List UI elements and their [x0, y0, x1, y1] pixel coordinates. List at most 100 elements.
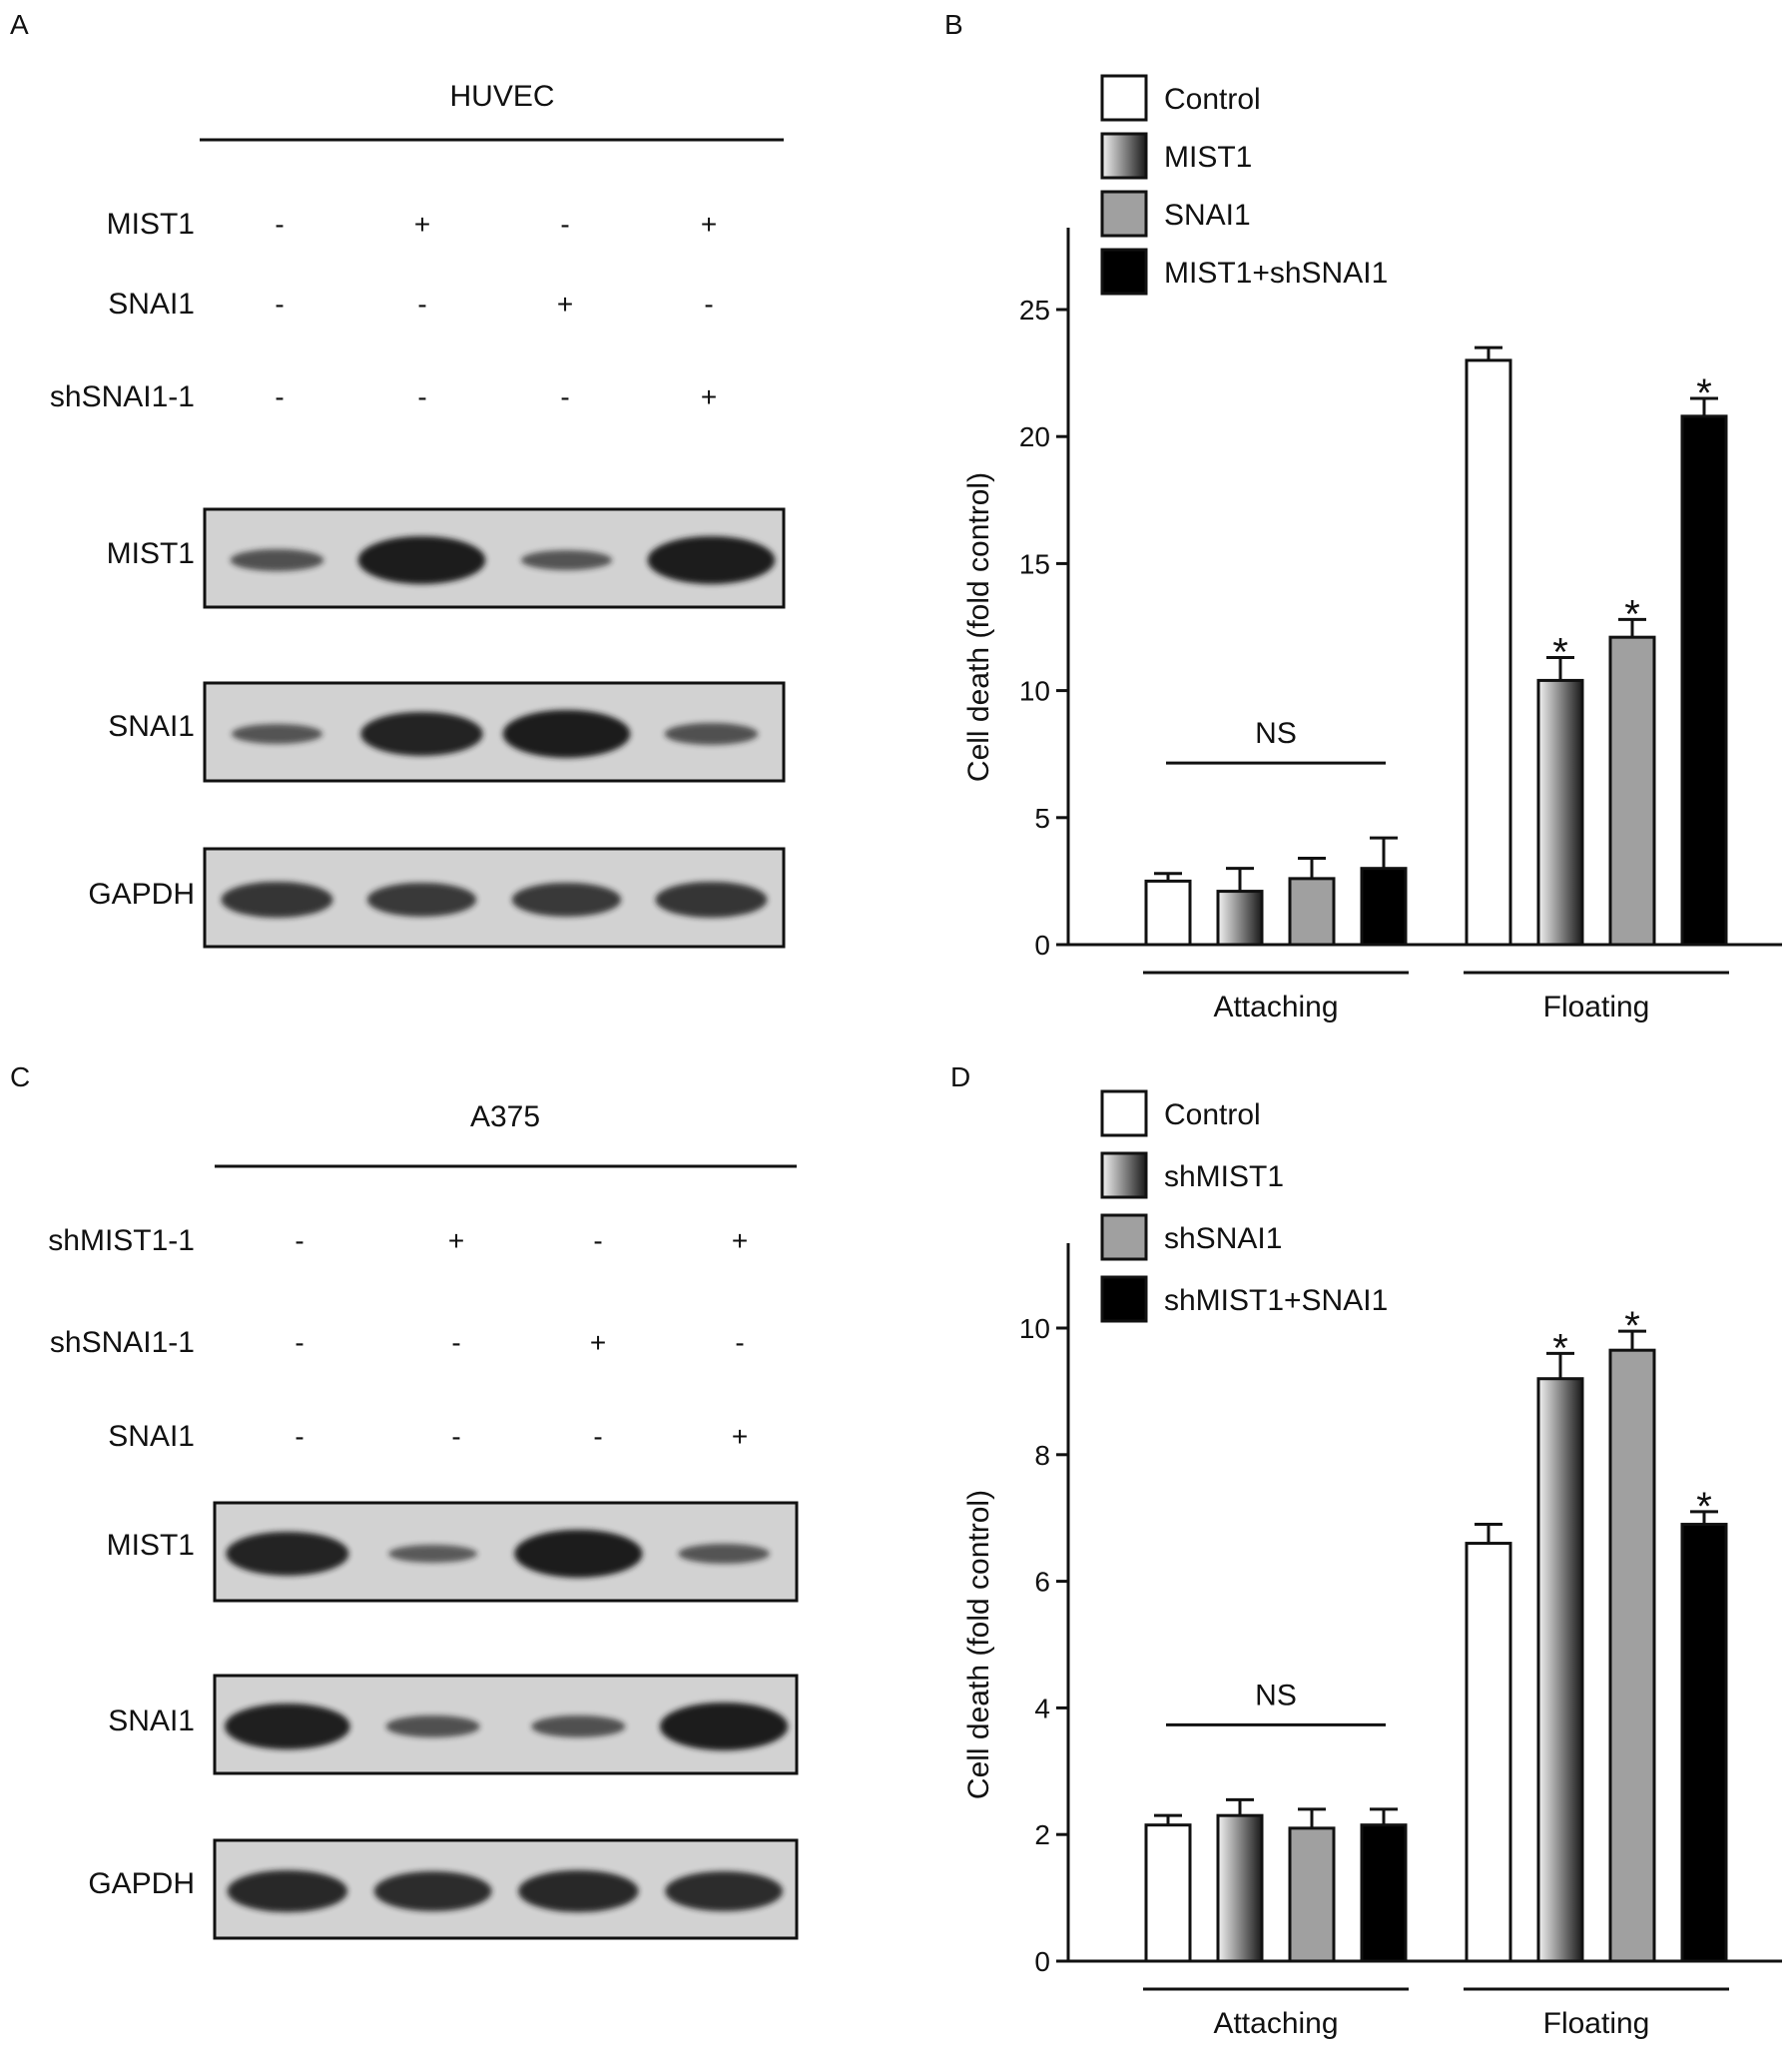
significance-star: * [1696, 371, 1712, 415]
panel-letter-b: B [944, 9, 963, 40]
bar [1465, 1542, 1512, 1963]
y-tick-label: 6 [1034, 1567, 1050, 1598]
blot-band [502, 709, 631, 758]
bar [1216, 890, 1264, 947]
x-category-label: Floating [1543, 991, 1650, 1024]
bar [1144, 1823, 1192, 1963]
bar [1465, 358, 1512, 947]
cell-line-title: HUVEC [449, 80, 554, 113]
blot-band [357, 535, 486, 584]
panel-letter-c: C [10, 1061, 30, 1092]
legend-label: shMIST1 [1164, 1160, 1284, 1193]
y-tick-label: 20 [1019, 421, 1050, 452]
bar [1608, 1348, 1656, 1963]
significance-star: * [1552, 1326, 1568, 1370]
blot-band [659, 1702, 789, 1750]
blot-band [665, 1870, 784, 1911]
condition-label: SNAI1 [108, 1420, 195, 1453]
x-category-label: Attaching [1213, 2007, 1338, 2040]
condition-label: shMIST1-1 [48, 1224, 195, 1257]
condition-sign: - [295, 1421, 303, 1452]
bar [1288, 1826, 1336, 1963]
condition-sign: - [275, 381, 284, 412]
condition-sign: - [560, 209, 569, 240]
legend-swatch [1100, 1151, 1148, 1199]
condition-sign: + [448, 1225, 464, 1256]
blot-band [388, 1544, 478, 1563]
condition-sign: - [295, 1327, 303, 1358]
condition-sign: - [417, 289, 426, 320]
legend-label: SNAI1 [1164, 199, 1251, 232]
legend-label: shMIST1+SNAI1 [1164, 1284, 1388, 1317]
panel-c-western-blot: C A375 shMIST1-1 - + - + shSNAI1-1 - - +… [10, 1061, 799, 1940]
legend-swatch [1100, 1089, 1148, 1137]
blot-band [514, 1529, 643, 1578]
condition-sign: - [275, 289, 284, 320]
condition-sign: - [704, 289, 713, 320]
blot-strip [203, 507, 786, 609]
condition-sign: - [417, 381, 426, 412]
condition-sign: - [593, 1421, 602, 1452]
panel-letter-a: A [10, 9, 29, 40]
ns-label: NS [1255, 1679, 1297, 1711]
bar [1360, 867, 1408, 947]
blot-band [230, 548, 324, 571]
blot-band [231, 723, 323, 744]
panel-letter-d: D [950, 1061, 970, 1092]
x-category-label: Floating [1543, 2007, 1650, 2040]
bar [1360, 1823, 1408, 1963]
bar [1288, 877, 1336, 947]
blot-strip [213, 1501, 799, 1603]
bar [1680, 414, 1728, 947]
blot-strip [203, 681, 786, 783]
legend-swatch [1100, 190, 1148, 238]
legend-swatch [1100, 74, 1148, 122]
blot-band [385, 1714, 480, 1737]
significance-star: * [1624, 1304, 1640, 1348]
legend-swatch [1100, 1213, 1148, 1261]
bar [1680, 1523, 1728, 1963]
blot-label: SNAI1 [108, 1705, 195, 1737]
legend-swatch [1100, 248, 1148, 296]
condition-label: MIST1 [107, 208, 195, 241]
blot-band [655, 881, 768, 918]
y-tick-label: 15 [1019, 548, 1050, 579]
condition-sign: + [732, 1421, 748, 1452]
condition-sign: + [557, 289, 573, 320]
significance-star: * [1624, 592, 1640, 636]
blot-band [225, 1703, 350, 1749]
blot-band [221, 881, 333, 918]
condition-sign: + [590, 1327, 606, 1358]
blot-strip [213, 1674, 799, 1775]
condition-sign: + [701, 209, 717, 240]
legend-label: Control [1164, 83, 1261, 116]
ns-label: NS [1255, 717, 1297, 750]
legend-label: shSNAI1 [1164, 1222, 1282, 1255]
panel-d-bar-chart: D 0 2 4 6 8 10 Cell death (fold control) Attach… [950, 1061, 1782, 2040]
blot-label: MIST1 [107, 537, 195, 570]
condition-sign: - [735, 1327, 744, 1358]
panel-b-bar-chart: B 0 5 10 15 20 25 Cell death (fold control) Att… [944, 9, 1782, 1024]
y-tick-label: 10 [1019, 676, 1050, 707]
condition-label: shSNAI1-1 [50, 380, 195, 413]
bar [1536, 678, 1584, 947]
blot-band [226, 1531, 349, 1576]
blot-band [227, 1869, 348, 1912]
blot-band [518, 1869, 639, 1912]
blot-band [373, 1870, 492, 1911]
y-tick-label: 25 [1019, 295, 1050, 326]
legend-label: MIST1+shSNAI1 [1164, 257, 1388, 290]
condition-sign: + [732, 1225, 748, 1256]
condition-label: SNAI1 [108, 288, 195, 321]
significance-star: * [1696, 1485, 1712, 1529]
condition-sign: - [451, 1421, 460, 1452]
legend-label: Control [1164, 1098, 1261, 1131]
legend-label: MIST1 [1164, 141, 1252, 174]
y-tick-label: 8 [1034, 1440, 1050, 1471]
panel-a-western-blot: A HUVEC MIST1 - + - + SNAI1 - - + - shSN… [10, 9, 786, 949]
blot-band [647, 535, 776, 584]
blot-band [366, 882, 477, 917]
blot-band [360, 711, 483, 756]
condition-sign: - [560, 381, 569, 412]
condition-sign: + [414, 209, 430, 240]
